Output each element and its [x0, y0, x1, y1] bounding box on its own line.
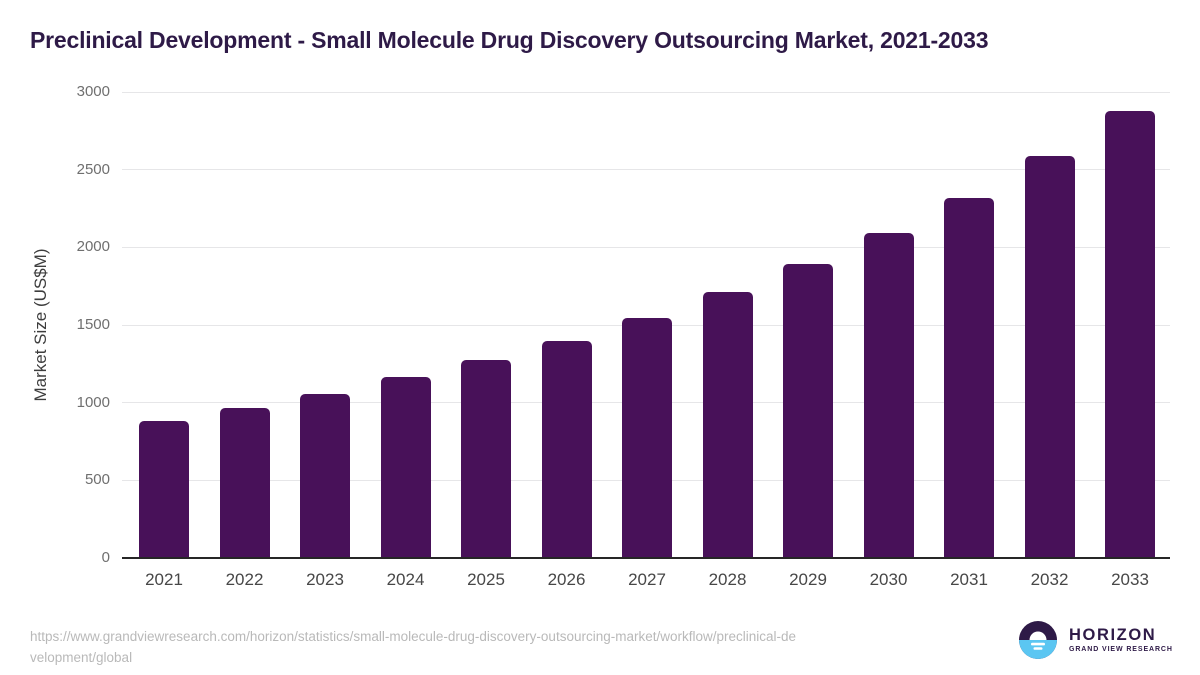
bar-2027[interactable]	[622, 318, 672, 558]
horizon-logo: HORIZON GRAND VIEW RESEARCH	[1019, 621, 1173, 659]
source-url: https://www.grandviewresearch.com/horizo…	[30, 626, 960, 668]
x-axis-tick-labels: 2021 2022 2023 2024 2025 2026 2027 2028 2029 2030…	[122, 570, 1170, 594]
gridline	[122, 91, 1170, 93]
x-tick-label: 2023	[306, 570, 344, 589]
bar-2033[interactable]	[1105, 110, 1155, 558]
y-tick-label: 500	[84, 471, 110, 489]
bar-2024[interactable]	[380, 377, 431, 558]
gridline	[122, 169, 1170, 171]
x-tick-label: 2033	[1111, 570, 1149, 589]
y-tick-label: 1500	[76, 316, 110, 333]
x-tick-label: 2028	[708, 570, 747, 589]
x-tick-label: 2030	[869, 570, 908, 589]
x-tick-label: 2031	[950, 570, 988, 589]
bar-2029[interactable]	[783, 264, 833, 558]
chart-title: Preclinical Development - Small Molecule…	[30, 27, 989, 53]
source-url-line1: https://www.grandviewresearch.com/horizo…	[30, 629, 797, 644]
bar-2030[interactable]	[863, 233, 914, 558]
bar-2028[interactable]	[702, 292, 753, 558]
y-tick-label: 2500	[76, 160, 110, 178]
plot-area	[122, 91, 1170, 558]
x-tick-label: 2021	[145, 570, 183, 589]
gridline	[122, 246, 1170, 248]
bar-2032[interactable]	[1024, 155, 1075, 558]
y-tick-label: 2000	[76, 238, 110, 256]
y-axis-tick-labels: 0 500 1000 1500 2000 2500 3000	[0, 83, 110, 566]
logo-wordmark: HORIZON	[1069, 625, 1157, 644]
y-tick-label: 3000	[76, 83, 110, 100]
bar-2022[interactable]	[219, 408, 270, 558]
x-tick-label: 2027	[628, 570, 666, 589]
bar-2031[interactable]	[944, 197, 994, 558]
bar-2021[interactable]	[139, 421, 189, 558]
x-tick-label: 2032	[1030, 570, 1069, 589]
horizon-sunset-icon	[1019, 621, 1057, 659]
bar-2026[interactable]	[541, 340, 592, 558]
x-tick-label: 2025	[467, 570, 505, 589]
x-tick-label: 2024	[386, 570, 425, 589]
x-tick-label: 2022	[225, 570, 264, 589]
logo-subtitle: GRAND VIEW RESEARCH	[1069, 646, 1173, 654]
bar-2023[interactable]	[300, 394, 350, 558]
logo-text: HORIZON GRAND VIEW RESEARCH	[1069, 627, 1173, 654]
x-tick-label: 2029	[789, 570, 827, 589]
y-tick-label: 0	[101, 549, 110, 566]
bar-2025[interactable]	[461, 359, 511, 558]
x-axis-line	[122, 557, 1170, 559]
y-tick-label: 1000	[76, 393, 110, 411]
x-tick-label: 2026	[547, 570, 586, 589]
source-url-line2: velopment/global	[30, 650, 133, 665]
